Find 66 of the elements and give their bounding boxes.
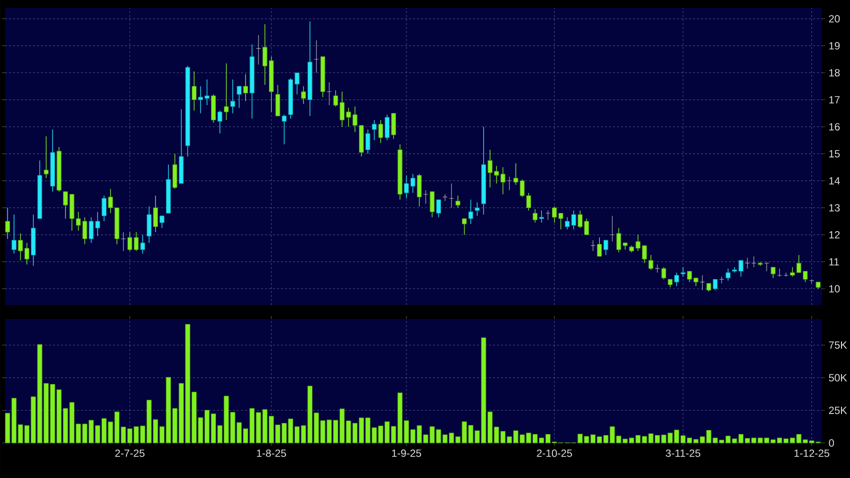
candlestick: [44, 136, 49, 178]
candlestick: [416, 174, 422, 207]
candlestick: [5, 207, 10, 240]
candlestick: [378, 120, 384, 144]
candlestick: [256, 34, 261, 66]
candlestick: [218, 110, 222, 134]
y-tick-label: 18: [829, 69, 840, 76]
y-tick-label: 14: [829, 177, 840, 184]
y-tick-label: 17: [829, 96, 840, 104]
candlestick: [230, 79, 236, 114]
candlestick: [513, 162, 518, 186]
candlestick: [140, 234, 146, 254]
candlestick: [384, 114, 390, 141]
x-tick-label: 1-8-25: [257, 450, 286, 457]
candlestick: [282, 114, 287, 145]
candlestick: [661, 266, 666, 280]
candlestick: [680, 266, 686, 277]
candlestick: [648, 254, 654, 270]
candlestick: [236, 86, 242, 108]
candlestick: [192, 71, 197, 111]
candlestick: [146, 206, 152, 244]
candlestick: [365, 129, 370, 154]
candlestick: [243, 74, 248, 102]
candlestick: [532, 208, 538, 223]
candlestick: [700, 274, 705, 290]
y-tick-label: 0: [828, 439, 834, 447]
x-tick-label: 3-11-25: [666, 450, 700, 457]
candlestick: [456, 195, 460, 208]
candlestick: [468, 199, 474, 224]
y-tick-label: 16: [829, 123, 840, 130]
y-tick-label: 20: [829, 15, 840, 22]
y-tick-label: 50K: [828, 374, 848, 382]
candlestick: [224, 62, 229, 120]
candlestick: [726, 268, 730, 282]
x-tick-label: 2-10-25: [536, 450, 572, 457]
candlestick: [372, 120, 377, 141]
candlestick: [539, 210, 544, 223]
candlestick: [597, 237, 602, 257]
candlestick: [301, 86, 306, 104]
y-tick-label: 10: [829, 285, 840, 292]
candlestick: [160, 216, 164, 228]
candlestick: [430, 191, 435, 218]
y-tick-label: 13: [829, 204, 840, 212]
candlestick: [391, 112, 396, 140]
y-tick-label: 75K: [829, 341, 848, 349]
candlestick: [102, 195, 106, 222]
y-tick-label: 25K: [829, 406, 848, 414]
y-tick-label: 12: [829, 231, 840, 238]
candlestick: [712, 278, 718, 290]
x-tick-label: 2-7-25: [115, 450, 144, 457]
candlestick: [674, 272, 679, 286]
candlestick: [153, 195, 158, 232]
x-tick-label: 1-12-25: [794, 450, 830, 457]
candlestick: [275, 84, 280, 116]
candlestick: [436, 199, 441, 218]
y-tick-label: 11: [829, 258, 839, 266]
candlestick: [172, 153, 178, 190]
y-tick-label: 15: [829, 150, 840, 158]
candlestick: [442, 194, 448, 202]
candlestick: [603, 240, 608, 256]
candlestick: [462, 218, 467, 236]
y-tick-label: 19: [829, 42, 840, 50]
candlestick: [12, 214, 16, 254]
candlestick: [770, 266, 776, 278]
x-tick-label: 1-9-25: [392, 450, 422, 457]
candlestick: [474, 202, 480, 216]
